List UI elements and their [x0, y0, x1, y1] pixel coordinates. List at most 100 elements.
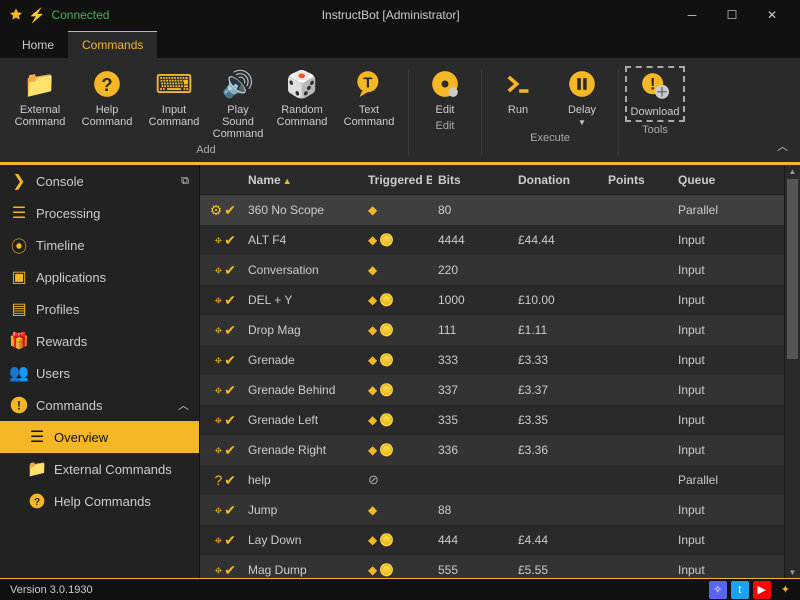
sidebar-item-external-commands[interactable]: 📁External Commands [0, 453, 199, 485]
check-icon: ✔ [224, 502, 236, 519]
scroll-thumb[interactable] [787, 179, 798, 359]
random-command-button[interactable]: 🎲Random Command [272, 66, 332, 142]
row-bits: 4444 [432, 233, 512, 247]
plug-icon: ⚡ [28, 7, 45, 24]
cursor-icon: ⌖ [214, 502, 222, 519]
check-icon: ✔ [224, 322, 236, 339]
row-triggers: ◆ [362, 263, 432, 277]
tab-home[interactable]: Home [8, 32, 68, 58]
download-globe-icon: ! [639, 70, 671, 102]
table-header: Name▲ Triggered By Bits Donation Points … [200, 165, 784, 195]
twitter-icon[interactable]: t [731, 581, 749, 599]
cursor-icon: ⌖ [214, 532, 222, 549]
dice-icon: 🎲 [286, 68, 318, 100]
row-name: Mag Dump [242, 563, 362, 577]
check-icon: ✔ [224, 562, 236, 579]
col-triggered-by[interactable]: Triggered By [362, 173, 432, 187]
table-row[interactable]: ⌖✔Grenade Left◆🪙335£3.35Input [200, 405, 784, 435]
row-name: Lay Down [242, 533, 362, 547]
close-button[interactable]: ✕ [752, 0, 792, 30]
row-bits: 444 [432, 533, 512, 547]
row-triggers: ⊘ [362, 472, 432, 488]
row-donation: £3.36 [512, 443, 602, 457]
svg-text:?: ? [34, 497, 40, 508]
cursor-icon: ⌖ [214, 352, 222, 369]
sidebar-item-processing[interactable]: ☰Processing [0, 197, 199, 229]
row-donation: £10.00 [512, 293, 602, 307]
scroll-up-icon[interactable]: ▲ [785, 165, 800, 177]
delay-button[interactable]: Delay▼ [552, 66, 612, 130]
table-row[interactable]: ⚙✔360 No Scope◆80Parallel [200, 195, 784, 225]
check-icon: ✔ [224, 472, 236, 489]
help-command-button[interactable]: ?Help Command [74, 66, 140, 142]
col-points[interactable]: Points [602, 173, 672, 187]
row-name: help [242, 473, 362, 487]
ribbon-collapse-button[interactable]: ︿ [777, 138, 788, 154]
table-row[interactable]: ⌖✔Grenade◆🪙333£3.33Input [200, 345, 784, 375]
ribbon-group-execute-label: Execute [530, 132, 570, 148]
row-donation: £3.37 [512, 383, 602, 397]
sidebar-item-users[interactable]: 👥Users [0, 357, 199, 389]
row-name: ALT F4 [242, 233, 362, 247]
table-row[interactable]: ⌖✔Drop Mag◆🪙111£1.11Input [200, 315, 784, 345]
table-row[interactable]: ⌖✔Jump◆88Input [200, 495, 784, 525]
col-name[interactable]: Name▲ [242, 173, 362, 187]
table-row[interactable]: ⌖✔ALT F4◆🪙4444£44.44Input [200, 225, 784, 255]
sidebar-item-profiles[interactable]: ▤Profiles [0, 293, 199, 325]
table-row[interactable]: ⌖✔Grenade Right◆🪙336£3.36Input [200, 435, 784, 465]
coin-icon: 🪙 [379, 293, 394, 307]
coin-icon: 🪙 [379, 353, 394, 367]
cursor-icon: ⌖ [214, 562, 222, 579]
list-icon: ☰ [28, 428, 46, 446]
table-row[interactable]: ⌖✔Conversation◆220Input [200, 255, 784, 285]
play-sound-command-button[interactable]: 🔊Play Sound Command [208, 66, 268, 142]
external-command-button[interactable]: 📁External Command [10, 66, 70, 142]
tab-commands[interactable]: Commands [68, 31, 157, 58]
row-queue: Input [672, 233, 784, 247]
row-queue: Input [672, 503, 784, 517]
discord-icon[interactable]: ✧ [709, 581, 727, 599]
sidebar-item-applications[interactable]: ▣Applications [0, 261, 199, 293]
bits-icon: ◆ [368, 413, 377, 427]
row-queue: Input [672, 353, 784, 367]
sidebar-item-commands[interactable]: !Commands︿ [0, 389, 199, 421]
sidebar-item-console[interactable]: ❯Console⧉ [0, 165, 199, 197]
scroll-down-icon[interactable]: ▼ [785, 566, 800, 578]
cursor-icon: ⌖ [214, 442, 222, 459]
col-queue[interactable]: Queue [672, 173, 784, 187]
bits-icon: ◆ [368, 203, 377, 217]
check-icon: ✔ [224, 232, 236, 249]
run-button[interactable]: Run [488, 66, 548, 130]
col-bits[interactable]: Bits [432, 173, 512, 187]
text-command-button[interactable]: TText Command [336, 66, 402, 142]
table-row[interactable]: ?✔help⊘Parallel [200, 465, 784, 495]
processing-icon: ☰ [10, 204, 28, 222]
popout-icon[interactable]: ⧉ [181, 175, 189, 188]
download-button[interactable]: !Download [625, 66, 685, 122]
input-command-button[interactable]: ⌨Input Command [144, 66, 204, 142]
table-row[interactable]: ⌖✔DEL + Y◆🪙1000£10.00Input [200, 285, 784, 315]
coin-icon: 🪙 [379, 383, 394, 397]
sort-asc-icon: ▲ [283, 176, 292, 186]
youtube-icon[interactable]: ▶ [753, 581, 771, 599]
sidebar-item-timeline[interactable]: ⦿Timeline [0, 229, 199, 261]
table-row[interactable]: ⌖✔Lay Down◆🪙444£4.44Input [200, 525, 784, 555]
maximize-button[interactable]: ☐ [712, 0, 752, 30]
table-row[interactable]: ⌖✔Mag Dump◆🪙555£5.55Input [200, 555, 784, 578]
sidebar-item-rewards[interactable]: 🎁Rewards [0, 325, 199, 357]
sidebar-item-help-commands[interactable]: ?Help Commands [0, 485, 199, 517]
row-donation: £3.33 [512, 353, 602, 367]
row-name: 360 No Scope [242, 203, 362, 217]
ribbon-group-add-label: Add [196, 144, 216, 160]
row-triggers: ◆🪙 [362, 413, 432, 427]
sidebar-item-overview[interactable]: ☰Overview [0, 421, 199, 453]
table-row[interactable]: ⌖✔Grenade Behind◆🪙337£3.37Input [200, 375, 784, 405]
vertical-scrollbar[interactable]: ▲ ▼ [784, 165, 800, 578]
minimize-button[interactable]: ─ [672, 0, 712, 30]
edit-button[interactable]: Edit [415, 66, 475, 118]
col-donation[interactable]: Donation [512, 173, 602, 187]
row-triggers: ◆🪙 [362, 353, 432, 367]
alert-icon: ! [10, 396, 28, 414]
row-name: Jump [242, 503, 362, 517]
folder-icon: 📁 [28, 460, 46, 478]
